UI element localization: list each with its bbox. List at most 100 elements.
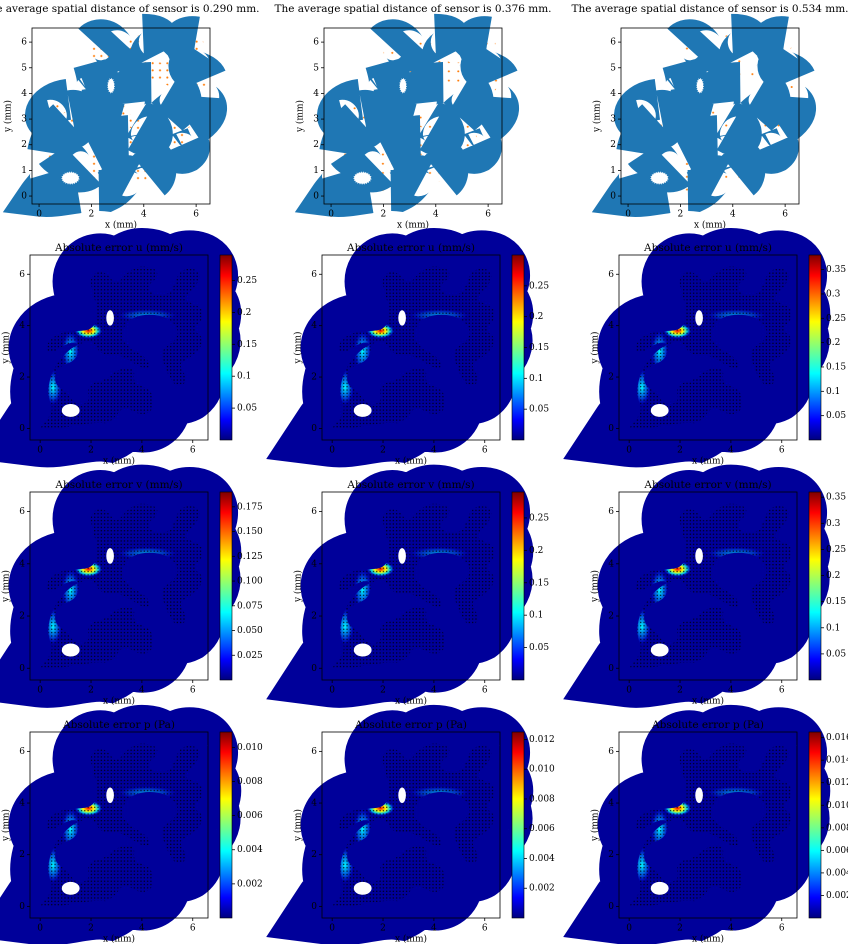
x-axis-label: x (mm) [103,696,135,707]
hole [61,643,80,657]
panel-title: Absolute error v (mm/s) [54,479,182,491]
y-tick-label: 6 [311,270,317,280]
y-tick-label: 1 [313,166,319,176]
y-tick-label: 0 [311,902,317,912]
x-tick-label: 0 [328,210,334,220]
y-tick-label: 2 [610,140,616,150]
panel: Absolute error p (Pa) x (mm) y (mm) 0 2 4 6 0 2 4… [590,719,848,944]
x-axis-label: x (mm) [692,456,724,467]
y-tick-label: 2 [19,612,25,622]
x-tick-label: 0 [36,210,42,220]
x-tick-label: 6 [485,210,491,220]
y-tick-label: 2 [313,140,319,150]
x-tick-label: 2 [380,686,386,696]
hole [695,548,703,564]
x-tick-label: 4 [433,210,439,220]
x-tick-label: 4 [141,210,147,220]
colorbar [808,254,822,441]
x-tick-label: 4 [139,446,145,456]
colorbar-tick-label: 0.05 [529,405,549,415]
y-tick-label: 2 [608,373,614,383]
colorbar-tick-label: 0.016 [826,733,848,743]
colorbar-tick-label: 0.35 [826,493,846,503]
y-tick-label: 0 [19,902,25,912]
colorbar-tick-label: 0.3 [826,519,841,529]
hole-boundary [353,172,371,185]
y-axis-label: y (mm) [592,100,603,133]
x-axis-label: x (mm) [694,220,726,231]
x-tick-label: 4 [728,446,734,456]
hole [353,881,372,895]
y-tick-label: 2 [608,612,614,622]
y-tick-label: 5 [313,63,319,73]
y-tick-label: 6 [608,747,614,757]
x-tick-label: 2 [380,446,386,456]
y-axis-label: y (mm) [293,570,304,603]
panel-title: Absolute error u (mm/s) [346,242,475,254]
colorbar-tick-label: 0.006 [826,846,848,856]
y-tick-label: 3 [610,115,616,125]
domain [319,485,510,681]
y-tick-label: 2 [19,850,25,860]
y-axis-label: y (mm) [3,100,14,133]
colorbar-tick-label: 0.05 [826,649,846,659]
y-tick-label: 4 [313,89,319,99]
colorbar-tick-label: 0.008 [826,823,848,833]
y-tick-label: 6 [610,38,616,48]
y-axis-label: y (mm) [590,570,601,603]
x-tick-label: 0 [625,210,631,220]
colorbar-tick-label: 0.012 [826,778,848,788]
y-tick-label: 0 [19,424,25,434]
colorbar-tick-label: 0.002 [529,884,555,894]
domain [319,726,510,920]
colorbar-tick-label: 0.1 [529,611,543,621]
colorbar-tick-label: 0.05 [237,404,257,414]
y-tick-label: 2 [311,612,317,622]
y-tick-label: 3 [21,115,27,125]
colorbar-tick-label: 0.15 [826,362,846,372]
x-tick-label: 4 [728,924,734,934]
panel: The average spatial distance of sensor i… [274,3,551,231]
axes-frame [321,731,501,919]
x-tick-label: 0 [626,924,632,934]
y-axis-label: y (mm) [295,100,306,133]
colorbar-tick-label: 0.2 [826,571,840,581]
colorbar-tick-label: 0.25 [529,281,549,291]
colorbar-tick-label: 0.004 [826,868,848,878]
colorbar-tick-label: 0.05 [529,643,549,653]
y-tick-label: 2 [19,373,25,383]
hole [61,404,80,417]
colorbar-tick-label: 0.006 [529,824,555,834]
hole [106,310,114,326]
y-tick-label: 4 [608,799,614,809]
colorbar [219,491,233,681]
panel-title: Absolute error v (mm/s) [346,479,474,491]
colorbar-tick-label: 0.2 [826,338,840,348]
y-tick-label: 5 [21,63,27,73]
panel-title: The average spatial distance of sensor i… [571,3,848,15]
x-tick-label: 4 [139,686,145,696]
colorbar-tick-label: 0.1 [826,387,840,397]
panel: Absolute error u (mm/s) x (mm) y (mm) 0 2 4 6 0… [590,242,846,467]
y-tick-label: 6 [311,507,317,517]
y-tick-label: 4 [610,89,616,99]
colorbar-tick-label: 0.15 [529,578,549,588]
x-axis-label: x (mm) [103,934,135,944]
x-axis-label: x (mm) [395,934,427,944]
y-tick-label: 0 [608,664,614,674]
domain [27,726,218,920]
y-tick-label: 5 [610,63,616,73]
x-tick-label: 4 [730,210,736,220]
y-tick-label: 0 [313,192,319,202]
colorbar-tick-label: 0.1 [237,372,251,382]
colorbar-tick-label: 0.008 [529,794,555,804]
panel: Absolute error v (mm/s) x (mm) y (mm) 0 2 4 6 0… [590,479,846,707]
y-tick-label: 1 [21,166,27,176]
colorbar-tick-label: 0.150 [237,527,263,537]
colorbar-tick-label: 0.125 [237,552,263,562]
colorbar-tick-label: 0.010 [237,743,263,753]
x-tick-label: 2 [88,924,94,934]
colorbar-tick-label: 0.15 [826,597,846,607]
colorbar [219,254,233,441]
